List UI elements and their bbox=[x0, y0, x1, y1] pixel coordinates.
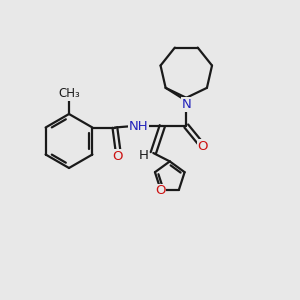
Text: CH₃: CH₃ bbox=[58, 87, 80, 100]
Text: NH: NH bbox=[129, 119, 149, 133]
Text: N: N bbox=[182, 98, 191, 111]
Text: O: O bbox=[112, 150, 123, 163]
Text: H: H bbox=[139, 149, 148, 162]
Text: O: O bbox=[155, 184, 165, 197]
Text: O: O bbox=[197, 140, 208, 153]
